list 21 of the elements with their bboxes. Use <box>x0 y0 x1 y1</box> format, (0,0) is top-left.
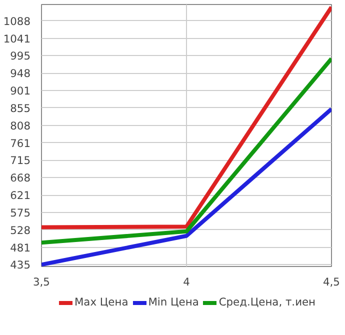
x-tick-label: 4,5 <box>323 276 340 288</box>
y-tick-label: 1088 <box>3 14 31 28</box>
y-tick-label: 435 <box>10 258 31 272</box>
x-tick-label: 3,5 <box>33 276 50 288</box>
y-tick-label: 808 <box>10 119 31 132</box>
y-tick-label: 1041 <box>3 32 31 46</box>
y-tick-label: 995 <box>10 50 31 63</box>
y-tick-label: 575 <box>10 206 31 220</box>
legend-label: Max Цена <box>74 296 128 308</box>
x-tick-label: 4 <box>183 276 190 288</box>
y-tick-label: 621 <box>10 189 31 202</box>
y-tick-label: 481 <box>10 241 31 254</box>
y-tick-label: 715 <box>10 154 31 168</box>
legend-label: Min Цена <box>148 296 199 308</box>
y-tick-label: 761 <box>10 136 31 150</box>
y-tick-label: 855 <box>10 102 31 115</box>
y-tick-label: 901 <box>10 84 31 98</box>
y-tick-label: 528 <box>10 224 31 237</box>
y-tick-label: 668 <box>10 172 31 185</box>
y-tick-label: 948 <box>10 67 31 80</box>
legend-label: Сред.Цена, т.иен <box>218 296 316 308</box>
